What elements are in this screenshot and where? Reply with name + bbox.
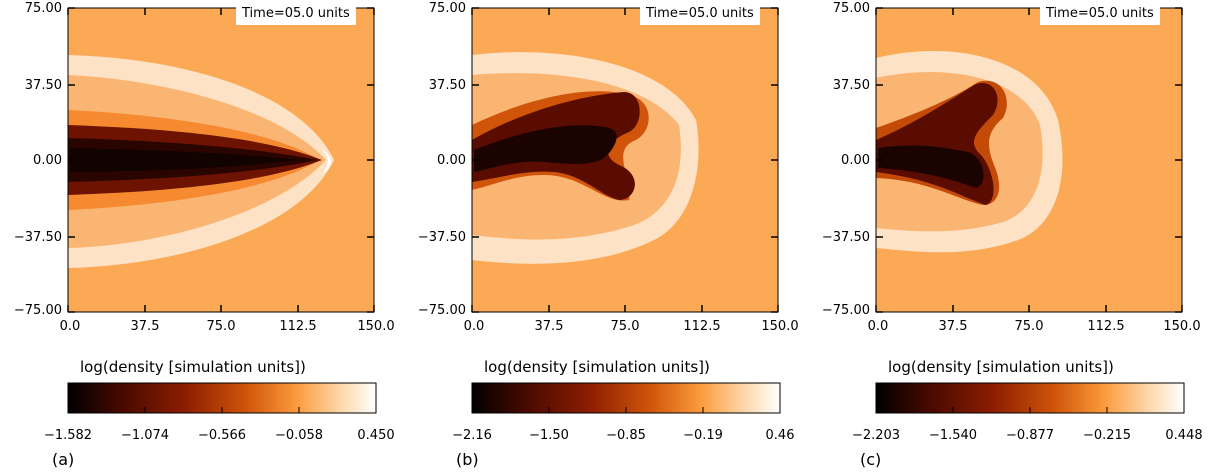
x-tick: 37.5: [923, 320, 983, 334]
x-tick: 150.0: [750, 320, 810, 334]
x-tick: 0.0: [40, 320, 100, 334]
colorbar-tick-label: −0.058: [264, 428, 334, 443]
x-tick: 112.5: [1076, 320, 1136, 334]
colorbar-tick-label: −0.19: [668, 428, 738, 443]
panel-letter: (b): [456, 450, 479, 469]
colorbar-tick-label: −0.85: [591, 428, 661, 443]
colorbar-tick-label: −0.566: [187, 428, 257, 443]
colorbar-tick-label: −2.203: [841, 428, 911, 443]
y-tick: 37.50: [810, 79, 870, 93]
x-tick: 112.5: [672, 320, 732, 334]
y-tick: 37.50: [406, 79, 466, 93]
y-tick: 0.00: [406, 154, 466, 168]
x-tick: 0.0: [444, 320, 504, 334]
x-tick: 150.0: [1152, 320, 1212, 334]
x-tick: 75.0: [999, 320, 1059, 334]
panel-a: Time=05.0 units 75.00 37.50 0.00 −37.50 …: [0, 0, 404, 475]
colorbar-tick-label: −0.877: [995, 428, 1065, 443]
y-tick: −75.00: [810, 304, 870, 318]
time-label: Time=05.0 units: [1040, 3, 1160, 25]
y-tick: −75.00: [406, 304, 466, 318]
colorbar-title: log(density [simulation units]): [886, 358, 1116, 376]
y-tick: 75.00: [406, 2, 466, 16]
x-tick: 75.0: [191, 320, 251, 334]
time-label: Time=05.0 units: [236, 3, 356, 25]
x-tick: 150.0: [346, 320, 406, 334]
colorbar-tick-label: −1.582: [33, 428, 103, 443]
y-tick: −37.50: [810, 231, 870, 245]
x-tick: 37.5: [115, 320, 175, 334]
colorbar-tick-label: −1.540: [918, 428, 988, 443]
x-tick: 75.0: [595, 320, 655, 334]
colorbar-tick-label: −1.50: [514, 428, 584, 443]
time-label: Time=05.0 units: [640, 3, 760, 25]
colorbar-tick-label: −0.215: [1072, 428, 1142, 443]
colorbar-tick-label: −1.074: [110, 428, 180, 443]
panel-b: Time=05.0 units 75.00 37.50 0.00 −37.50 …: [404, 0, 808, 475]
y-tick: 75.00: [810, 2, 870, 16]
colorbar-tick-label: 0.46: [745, 428, 815, 443]
colorbar-tick-label: 0.448: [1149, 428, 1214, 443]
y-tick: 0.00: [810, 154, 870, 168]
x-tick: 112.5: [268, 320, 328, 334]
panel-letter: (c): [860, 450, 881, 469]
x-tick: 0.0: [848, 320, 908, 334]
panel-letter: (a): [52, 450, 74, 469]
y-tick: 37.50: [2, 79, 62, 93]
colorbar-title: log(density [simulation units]): [78, 358, 308, 376]
y-tick: −75.00: [2, 304, 62, 318]
y-tick: 0.00: [2, 154, 62, 168]
colorbar-tick-label: −2.16: [437, 428, 507, 443]
colorbar-title: log(density [simulation units]): [482, 358, 712, 376]
x-tick: 37.5: [519, 320, 579, 334]
colorbar-tick-label: 0.450: [341, 428, 411, 443]
y-tick: 75.00: [2, 2, 62, 16]
y-tick: −37.50: [406, 231, 466, 245]
panel-c: Time=05.0 units 75.00 37.50 0.00 −37.50 …: [808, 0, 1212, 475]
y-tick: −37.50: [2, 231, 62, 245]
